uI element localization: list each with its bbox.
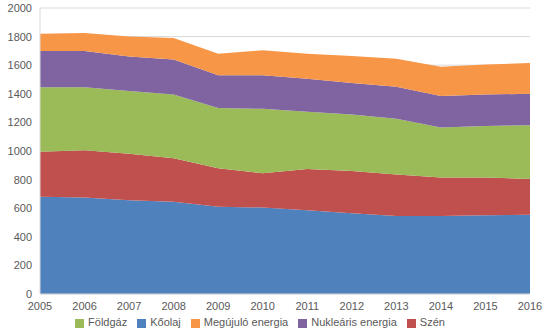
- svg-text:2000: 2000: [8, 2, 32, 14]
- svg-text:400: 400: [14, 231, 32, 243]
- svg-text:1000: 1000: [8, 145, 32, 157]
- html-text:Kőolaj: Kőolaj: [150, 316, 181, 328]
- svg-text:2014: 2014: [429, 300, 453, 312]
- svg-text:2010: 2010: [250, 300, 274, 312]
- svg-text:800: 800: [14, 174, 32, 186]
- svg-text:2006: 2006: [72, 300, 96, 312]
- svg-text:2009: 2009: [206, 300, 230, 312]
- html-text:Nukleáris energia: Nukleáris energia: [311, 316, 397, 328]
- html-text:Megújuló energia: Megújuló energia: [203, 316, 289, 328]
- svg-text:2016: 2016: [518, 300, 538, 312]
- svg-text:2007: 2007: [117, 300, 141, 312]
- svg-text:600: 600: [14, 202, 32, 214]
- svg-text:2005: 2005: [28, 300, 52, 312]
- svg-text:0: 0: [26, 288, 32, 300]
- html-text:Földgáz: Földgáz: [88, 316, 128, 328]
- svg-text:2013: 2013: [384, 300, 408, 312]
- svg-text:1200: 1200: [8, 116, 32, 128]
- svg-text:2008: 2008: [161, 300, 185, 312]
- svg-text:1600: 1600: [8, 59, 32, 71]
- html-text:Szén: Szén: [419, 316, 445, 328]
- svg-text:1400: 1400: [8, 88, 32, 100]
- svg-text:2011: 2011: [295, 300, 319, 312]
- svg-text:1800: 1800: [8, 31, 32, 43]
- svg-text:200: 200: [14, 259, 32, 271]
- svg-text:2015: 2015: [473, 300, 497, 312]
- svg-text:2012: 2012: [340, 300, 364, 312]
